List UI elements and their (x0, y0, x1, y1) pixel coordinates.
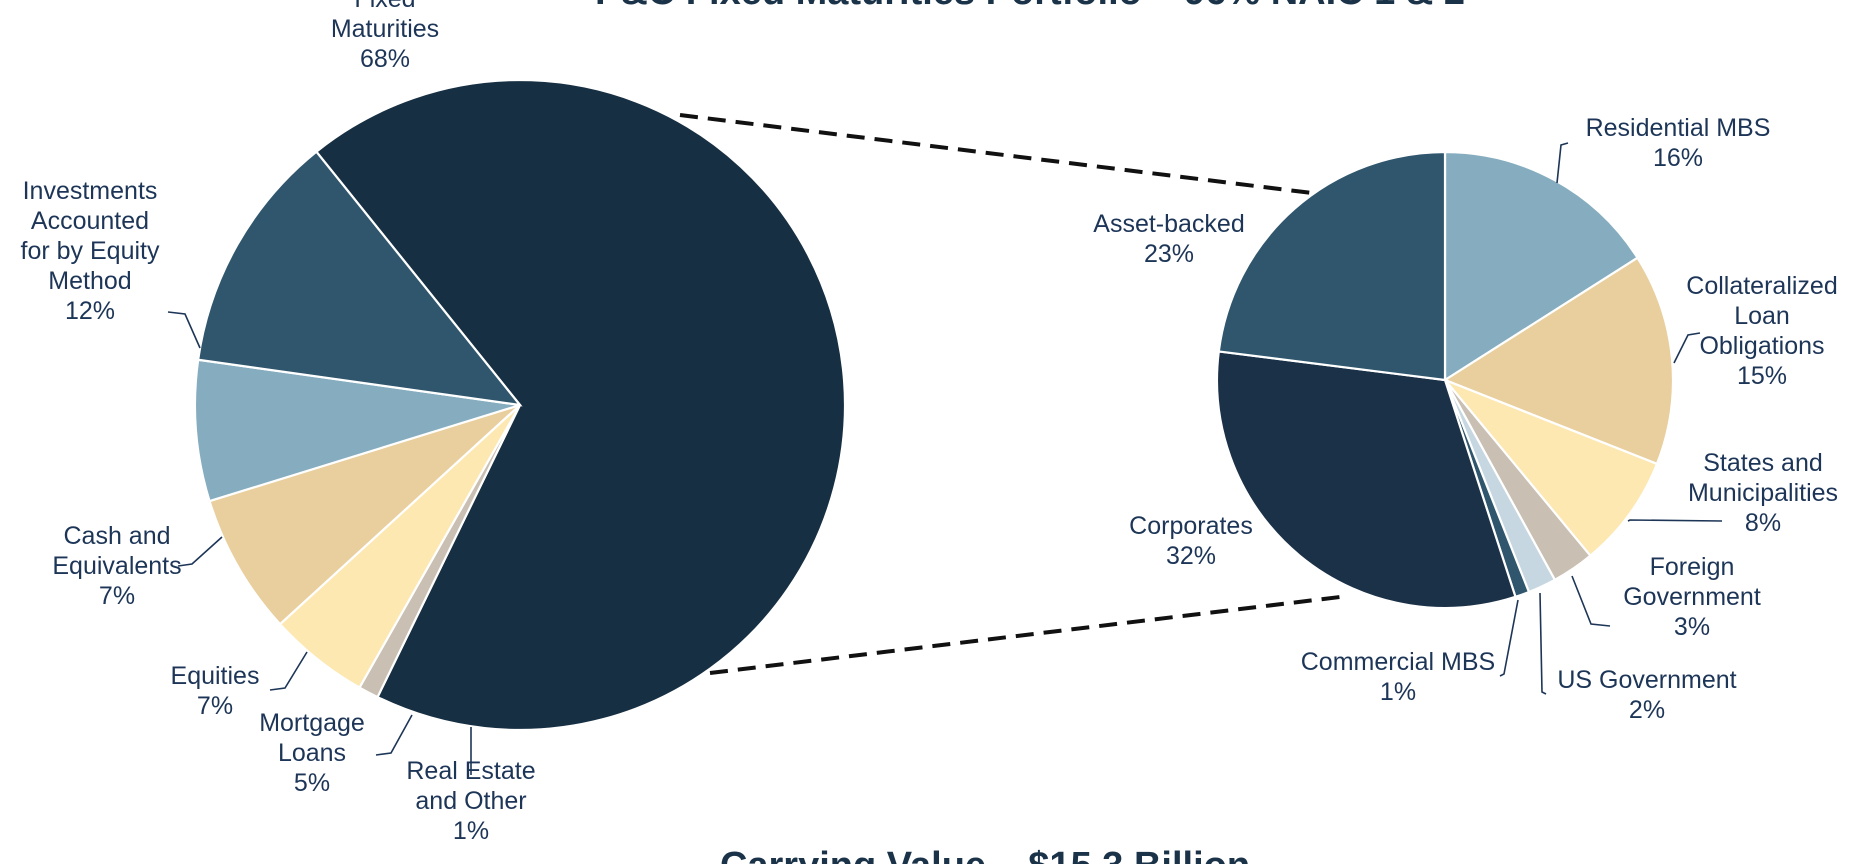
left-label-mortgage-loans: Mortgage Loans 5% (259, 709, 365, 797)
right-leader-foreign-government (1571, 575, 1611, 627)
right-slice-collateralized-loan-obligations (1442, 256, 1675, 466)
right-leader-collateralized-loan-obligations (1673, 332, 1701, 364)
right-leader-us-government (1539, 592, 1547, 695)
right-leader-residential-mbs (1556, 142, 1569, 184)
right-label-residential-mbs: Residential MBS 16% (1586, 114, 1771, 172)
right-leader-commercial-mbs (1499, 599, 1519, 677)
left-leader-investments-accounted-for-by-equity-method (167, 311, 201, 349)
left-label-equities: Equities 7% (171, 662, 260, 720)
right-label-asset-backed: Asset-backed 23% (1093, 210, 1244, 268)
right-label-collateralized-loan-obligations: Collateralized Loan Obligations 15% (1686, 272, 1837, 390)
right-label-states-and-municipalities: States and Municipalities 8% (1688, 449, 1838, 537)
right-label-commercial-mbs: Commercial MBS 1% (1301, 648, 1495, 706)
right-leader-states-and-municipalities (1627, 519, 1723, 522)
left-leader-equities (269, 651, 308, 691)
right-slice-corporates (1215, 350, 1517, 610)
right-slice-residential-mbs (1443, 150, 1640, 383)
right-label-us-government: US Government 2% (1557, 666, 1736, 724)
right-slice-asset-backed (1217, 150, 1447, 382)
connector-line-top (679, 113, 1313, 195)
right-slice-states-and-municipalities (1444, 378, 1659, 558)
top-title: P&C Fixed Maturities Portfolio – 96% NAI… (595, 0, 1465, 13)
left-slice-fixed-maturities (314, 78, 847, 732)
left-pie-chart (193, 78, 847, 732)
left-label-fixed-maturities: FixedMaturities68% (331, 0, 439, 73)
left-slice-equities (208, 403, 521, 626)
right-pie-chart (1215, 150, 1675, 610)
right-label-corporates: Corporates 32% (1129, 512, 1253, 570)
left-leader-mortgage-loans (375, 714, 413, 756)
bottom-title: Carrying Value – $15.3 Billion (720, 845, 1250, 864)
left-label-investments-accounted-for-by-equity-method: Investments Accounted for by Equity Method 1… (21, 177, 160, 325)
left-slice-investments-accounted-for-by-equity-method (196, 150, 523, 407)
connector-line-bottom (709, 595, 1341, 675)
left-leader-cash-and-equivalents (177, 536, 223, 567)
left-slice-cash-and-equivalents (193, 358, 521, 503)
right-label-foreign-government: Foreign Government 3% (1623, 553, 1761, 641)
left-label-cash-and-equivalents: Cash and Equivalents 7% (52, 522, 181, 610)
